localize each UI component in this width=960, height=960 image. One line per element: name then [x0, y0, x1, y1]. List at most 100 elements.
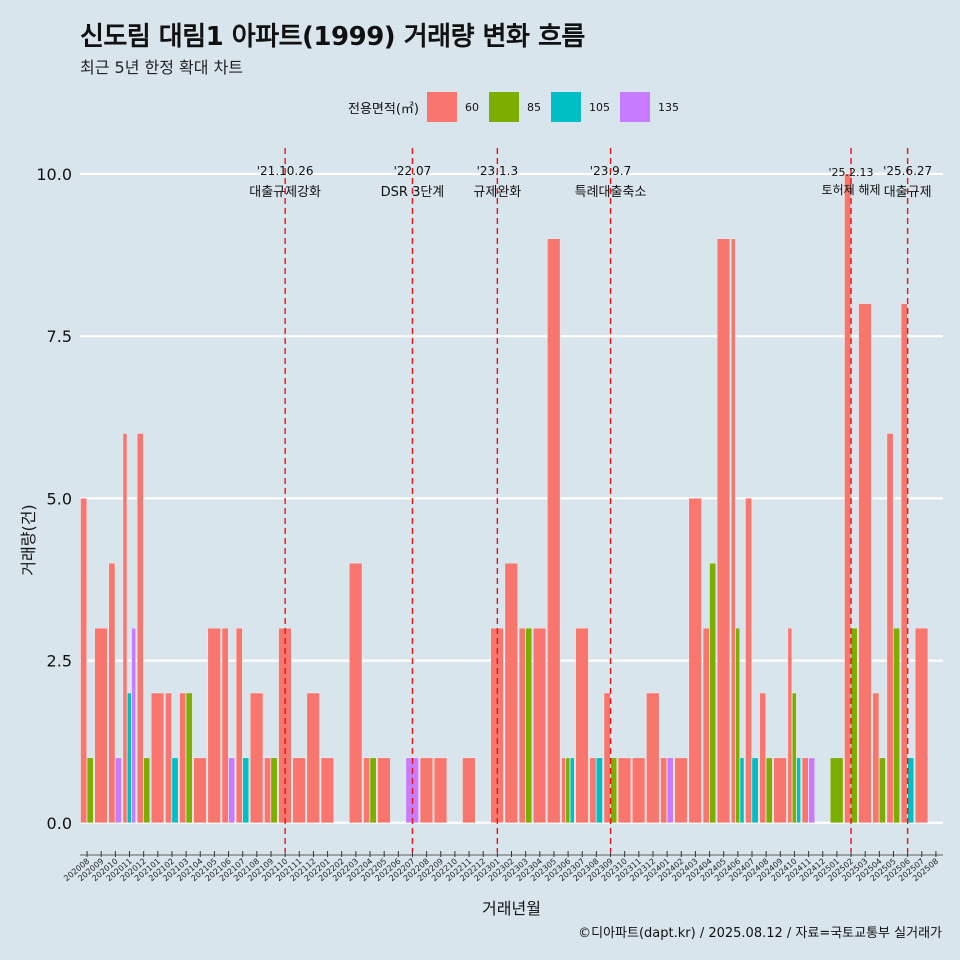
bar-105-202410 — [796, 757, 801, 823]
bar-135-202401 — [666, 757, 674, 823]
bar-105-202306 — [570, 757, 575, 823]
bar-60-202205 — [377, 757, 391, 823]
bar-85-202306 — [565, 757, 571, 823]
legend-label-85: 85 — [526, 100, 541, 114]
bar-135-202106 — [228, 757, 235, 823]
bar-60-202104 — [193, 757, 207, 823]
bar-105-202011 — [127, 692, 132, 823]
chart-title: 신도림 대림1 아파트(1999) 거래량 변화 흐름 — [80, 22, 585, 52]
legend-label-105: 105 — [588, 100, 610, 114]
legend-swatch-85 — [488, 92, 519, 122]
bar-85-202012 — [143, 757, 150, 823]
bar-85-202504 — [879, 757, 886, 823]
bar-60-202506 — [900, 303, 908, 823]
bar-60-202411 — [801, 757, 809, 823]
bar-60-202303 — [518, 627, 526, 823]
bar-60-202011 — [122, 433, 128, 823]
annotation-label: DSR 3단계 — [381, 185, 445, 200]
bar-85-202410 — [792, 692, 797, 823]
legend-swatch-135 — [619, 92, 650, 122]
bar-105-202506 — [907, 757, 914, 823]
bar-60-202103 — [179, 692, 186, 823]
bar-105-202308 — [596, 757, 603, 823]
y-tick-label: 2.5 — [47, 652, 72, 671]
bar-60-202008 — [80, 498, 87, 823]
annotation-date: '23.9.7 — [590, 164, 631, 178]
bar-60-202309 — [603, 692, 611, 823]
bar-60-202101 — [151, 692, 165, 823]
annotation-label: 토허제 해제 — [822, 183, 881, 197]
bar-60-202409 — [773, 757, 787, 823]
bar-60-202201 — [320, 757, 334, 823]
bar-60-202504 — [872, 692, 880, 823]
bar-60-202203 — [349, 563, 363, 823]
bar-60-202507 — [915, 627, 929, 823]
bar-60-202402 — [674, 757, 688, 823]
bar-60-202312 — [646, 692, 660, 823]
y-axis-title: 거래량(건) — [19, 504, 38, 575]
bar-60-202107 — [236, 627, 243, 823]
bar-85-202109 — [270, 757, 278, 823]
bar-60-202111 — [292, 757, 306, 823]
bar-60-202406 — [731, 238, 736, 823]
bar-85-202408 — [766, 757, 773, 823]
legend-item-60: 60 — [426, 92, 483, 122]
annotation-label: 규제완화 — [473, 185, 521, 200]
legend-label-60: 60 — [464, 100, 479, 114]
bar-60-202102 — [165, 692, 172, 823]
bar-85-202404 — [709, 563, 716, 823]
bar-60-202306 — [561, 757, 566, 823]
bar-60-202112 — [306, 692, 320, 823]
bar-60-202505 — [886, 433, 894, 823]
x-axis-title: 거래년월 — [482, 899, 541, 918]
bar-60-202211 — [462, 757, 476, 823]
bar-60-202503 — [858, 303, 872, 823]
bar-60-202302 — [504, 563, 518, 823]
annotation-date: '25.6.27 — [883, 164, 932, 178]
annotation-date: '22.07 — [394, 164, 432, 178]
bar-105-202406 — [739, 757, 745, 823]
bar-60-202209 — [434, 757, 448, 823]
annotation-date: '25.2.13 — [829, 166, 874, 179]
bar-85-202502 — [850, 627, 858, 823]
bar-60-202305 — [547, 238, 561, 823]
annotation-label: 특례대출축소 — [575, 185, 647, 200]
annotation-date: '21.10.26 — [257, 164, 314, 178]
annotation-label: 대출규제 — [884, 185, 932, 200]
bar-60-202401 — [660, 757, 667, 823]
legend-item-105: 105 — [550, 92, 614, 122]
legend-swatch-105 — [550, 92, 581, 122]
bar-135-202411 — [808, 757, 815, 823]
annotation-label: 대출규제강화 — [249, 185, 321, 200]
bar-85-202406 — [735, 627, 740, 823]
bar-85-202303 — [525, 627, 532, 823]
bar-85-202008 — [86, 757, 94, 823]
legend-item-135: 135 — [619, 92, 683, 122]
bar-60-202407 — [745, 498, 752, 823]
chart-subtitle: 최근 5년 한정 확대 차트 — [80, 58, 244, 77]
bar-60-202208 — [419, 757, 433, 823]
bar-60-202010 — [108, 563, 116, 823]
bar-60-202308 — [589, 757, 597, 823]
legend-item-85: 85 — [488, 92, 545, 122]
bar-60-202108 — [250, 692, 264, 823]
bar-60-202405 — [717, 238, 730, 823]
y-tick-label: 0.0 — [47, 814, 72, 833]
bar-60-202307 — [575, 627, 589, 823]
bar-60-202009 — [94, 627, 108, 823]
bar-135-202011 — [131, 627, 136, 823]
bar-60-202204 — [363, 757, 370, 823]
bar-85-202309 — [610, 757, 617, 823]
bar-60-202410 — [787, 627, 793, 823]
bar-60-202105 — [207, 627, 221, 823]
bar-60-202502 — [844, 173, 851, 823]
y-tick-label: 7.5 — [47, 327, 72, 346]
bar-60-202311 — [632, 757, 646, 823]
bar-85-202103 — [185, 692, 193, 823]
bar-105-202407 — [751, 757, 759, 823]
bar-60-202304 — [533, 627, 547, 823]
bar-85-202501 — [830, 757, 844, 823]
bar-105-202107 — [242, 757, 249, 823]
